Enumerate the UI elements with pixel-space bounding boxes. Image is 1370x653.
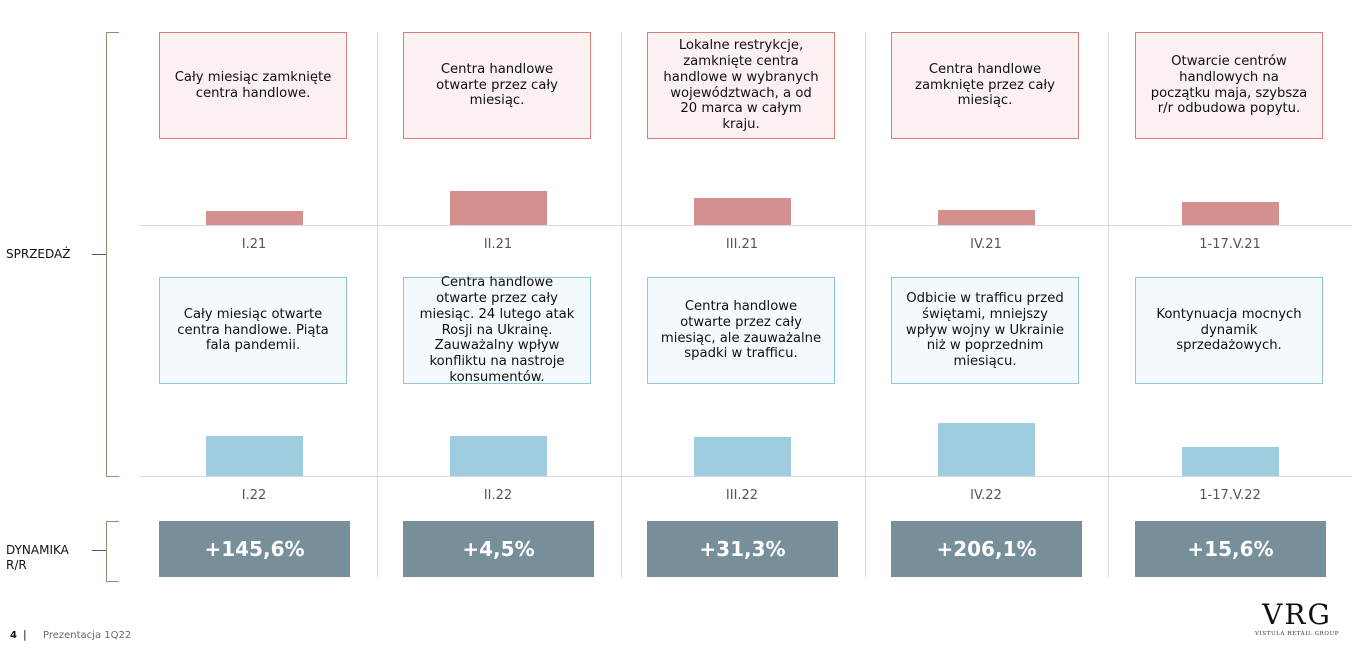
- footer-separator: |: [23, 628, 27, 641]
- column-divider: [865, 32, 866, 578]
- dynamics-value-5: +15,6%: [1135, 521, 1326, 577]
- period-label-2022-1: I.22: [241, 488, 267, 503]
- logo-main-text: VRG: [1262, 598, 1332, 631]
- period-label-2022-3: III.22: [725, 488, 759, 503]
- dynamics-label-line1: DYNAMIKA: [6, 543, 69, 557]
- dynamics-value-1: +145,6%: [159, 521, 350, 577]
- sales-label: SPRZEDAŻ: [6, 247, 71, 261]
- bar-2021-1: [206, 210, 303, 225]
- dynamics-value-4: +206,1%: [891, 521, 1082, 577]
- period-label-2021-2: II.21: [483, 237, 513, 252]
- column-divider: [621, 32, 622, 578]
- period-label-2022-5: 1-17.V.22: [1199, 488, 1261, 503]
- note-2022-1: Cały miesiąc otwarte centra handlowe. Pi…: [159, 277, 347, 384]
- bar-2022-5: [1182, 446, 1279, 476]
- dynamics-label-line2: R/R: [6, 558, 27, 572]
- note-2022-4: Odbicie w trafficu przed świętami, mniej…: [891, 277, 1079, 384]
- dynamics-bracket-tick: [92, 550, 106, 551]
- note-2022-3: Centra handlowe otwarte przez cały miesi…: [647, 277, 835, 384]
- note-2021-2: Centra handlowe otwarte przez cały miesi…: [403, 32, 591, 139]
- sales-bracket: [106, 32, 119, 477]
- vrg-logo: VRG VISTULA RETAIL GROUP: [1252, 598, 1342, 638]
- note-2022-2: Centra handlowe otwarte przez cały miesi…: [403, 275, 591, 385]
- presentation-title: Prezentacja 1Q22: [43, 630, 132, 641]
- bar-2022-3: [694, 437, 791, 476]
- bar-2022-2: [450, 435, 547, 476]
- period-label-2021-3: III.21: [725, 237, 759, 252]
- bar-2022-1: [206, 435, 303, 476]
- dynamics-label: DYNAMIKA R/R: [6, 543, 69, 573]
- period-label-2021-5: 1-17.V.21: [1199, 237, 1261, 252]
- dynamics-value-2: +4,5%: [403, 521, 594, 577]
- period-label-2022-2: II.22: [483, 488, 513, 503]
- note-2021-5: Otwarcie centrów handlowych na początku …: [1135, 32, 1323, 139]
- bar-2021-3: [694, 198, 791, 225]
- note-2021-3: Lokalne restrykcje, zamknięte centra han…: [647, 32, 835, 139]
- logo-sub-text: VISTULA RETAIL GROUP: [1254, 631, 1340, 637]
- period-label-2021-4: IV.21: [970, 237, 1002, 252]
- note-2021-1: Cały miesiąc zamknięte centra handlowe.: [159, 32, 347, 139]
- baseline-2021: [140, 225, 1352, 226]
- bar-2021-2: [450, 190, 547, 225]
- period-label-2021-1: I.21: [241, 237, 267, 252]
- dynamics-bracket: [106, 521, 119, 582]
- bar-2021-4: [938, 210, 1035, 225]
- sales-bracket-tick: [92, 254, 106, 255]
- column-divider: [1108, 32, 1109, 578]
- bar-2022-4: [938, 422, 1035, 476]
- dynamics-value-3: +31,3%: [647, 521, 838, 577]
- note-2022-5: Kontynuacja mocnych dynamik sprzedażowyc…: [1135, 277, 1323, 384]
- column-divider: [377, 32, 378, 578]
- bar-2021-5: [1182, 202, 1279, 225]
- baseline-2022: [140, 476, 1352, 477]
- period-label-2022-4: IV.22: [970, 488, 1002, 503]
- page-number: 4: [10, 630, 17, 641]
- note-2021-4: Centra handlowe zamknięte przez cały mie…: [891, 32, 1079, 139]
